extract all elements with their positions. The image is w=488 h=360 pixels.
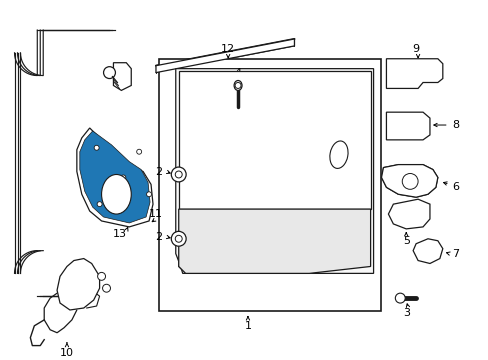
- Circle shape: [235, 82, 241, 89]
- Circle shape: [171, 231, 186, 246]
- Text: 2: 2: [155, 167, 162, 176]
- Polygon shape: [387, 199, 429, 229]
- Text: 7: 7: [451, 249, 458, 258]
- Polygon shape: [412, 239, 442, 264]
- Polygon shape: [386, 112, 429, 140]
- Text: 2: 2: [155, 232, 162, 242]
- Polygon shape: [386, 59, 442, 89]
- Polygon shape: [381, 165, 437, 197]
- Circle shape: [94, 145, 99, 150]
- Text: 9: 9: [412, 44, 419, 54]
- Ellipse shape: [329, 141, 347, 168]
- Text: 14: 14: [112, 209, 126, 219]
- Circle shape: [402, 174, 417, 189]
- Circle shape: [394, 293, 405, 303]
- Text: 8: 8: [451, 120, 458, 130]
- Polygon shape: [77, 128, 153, 227]
- Bar: [159, 59, 381, 311]
- Polygon shape: [178, 71, 370, 209]
- Polygon shape: [80, 131, 150, 223]
- Ellipse shape: [102, 175, 131, 214]
- Text: 12: 12: [221, 44, 235, 54]
- Circle shape: [175, 171, 182, 178]
- Circle shape: [171, 167, 186, 182]
- Text: 1: 1: [244, 321, 251, 331]
- Circle shape: [103, 67, 115, 78]
- Circle shape: [97, 202, 102, 207]
- Polygon shape: [113, 63, 131, 90]
- Polygon shape: [178, 209, 370, 273]
- Text: 10: 10: [60, 347, 74, 357]
- Polygon shape: [57, 258, 100, 310]
- Circle shape: [175, 235, 182, 242]
- Text: 5: 5: [402, 236, 409, 246]
- Circle shape: [146, 192, 151, 197]
- Text: 6: 6: [451, 182, 458, 192]
- Text: 11: 11: [149, 209, 163, 219]
- Text: 4: 4: [234, 68, 241, 78]
- Circle shape: [98, 273, 105, 280]
- Circle shape: [137, 149, 142, 154]
- Circle shape: [102, 284, 110, 292]
- Text: 13: 13: [112, 229, 126, 239]
- Text: 3: 3: [402, 308, 409, 318]
- Polygon shape: [156, 39, 294, 73]
- Circle shape: [121, 175, 125, 180]
- Ellipse shape: [234, 81, 242, 90]
- Polygon shape: [175, 69, 373, 273]
